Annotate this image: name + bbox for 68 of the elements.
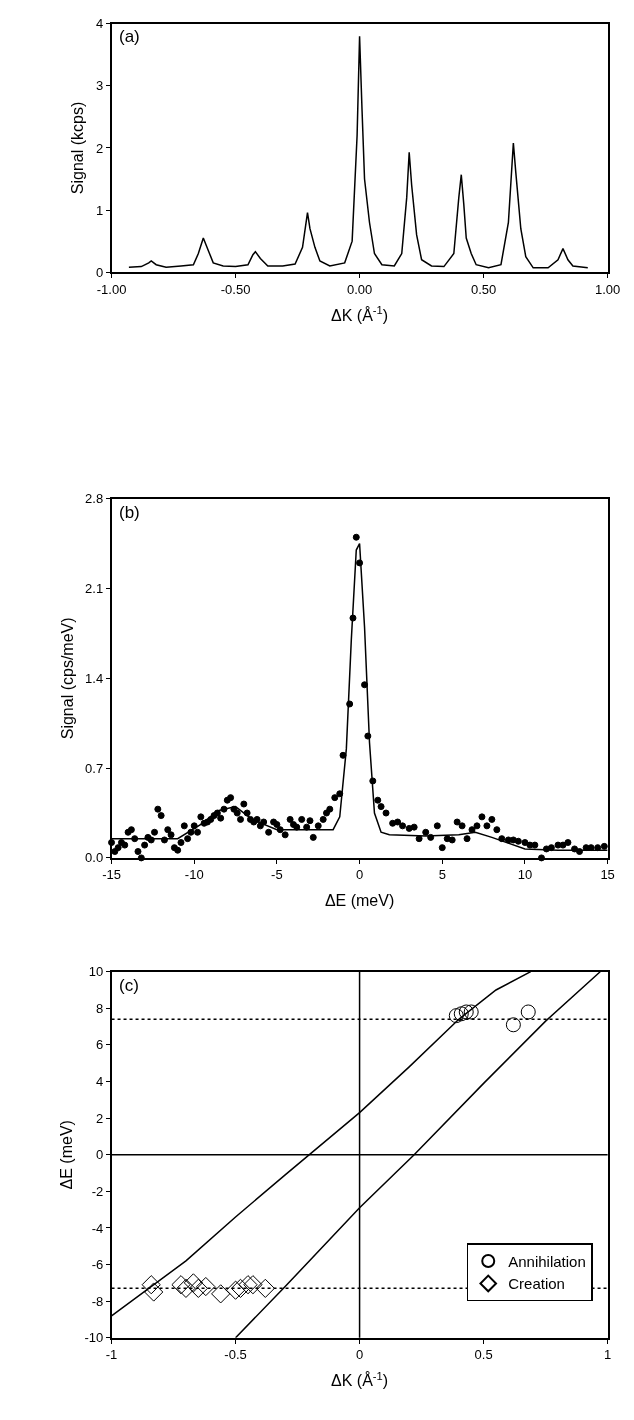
- y-tick-label: 0.7: [85, 760, 104, 776]
- y-tick-label: -6: [91, 1257, 104, 1273]
- x-tick-label: 0: [355, 867, 364, 883]
- y-axis-title: Signal (cps/meV): [58, 617, 76, 740]
- y-tick-label: 0: [95, 1147, 104, 1163]
- y-tick-label: 3: [95, 78, 104, 94]
- x-axis-title: ΔK (Å$^{-1}$): [331, 1369, 389, 1390]
- y-axis-title: ΔE (meV): [57, 1120, 75, 1190]
- annotation: (a): [119, 27, 140, 46]
- point: [255, 1278, 275, 1298]
- point: [196, 1276, 216, 1297]
- y-tick-label: 0.0: [85, 850, 104, 866]
- point: [448, 1008, 464, 1024]
- x-tick-label: 0.50: [470, 281, 497, 297]
- y-tick-label: 4: [95, 16, 104, 32]
- point: [211, 1284, 231, 1304]
- x-tick-label: 0.5: [474, 1347, 493, 1363]
- x-tick-label: 10: [517, 867, 533, 883]
- y-tick-label: -2: [91, 1183, 104, 1199]
- x-tick-label: -10: [184, 867, 204, 883]
- x-tick-label: -15: [102, 867, 121, 883]
- point: [453, 1006, 469, 1022]
- y-tick-label: 2: [95, 140, 104, 156]
- y-tick-label: 8: [95, 1000, 104, 1016]
- point: [183, 1273, 203, 1293]
- x-tick-label: 0.00: [346, 281, 373, 297]
- point: [225, 1280, 246, 1300]
- point: [243, 1275, 263, 1295]
- x-tick-label: -5: [271, 867, 283, 883]
- y-axis-title: Signal (kcps): [69, 101, 87, 195]
- y-tick-label: 2.1: [85, 581, 104, 597]
- point: [176, 1278, 196, 1298]
- y-tick-label: -4: [91, 1220, 104, 1236]
- point: [463, 1004, 479, 1020]
- x-tick-label: -1.00: [96, 281, 127, 297]
- y-tick-label: 1.4: [85, 670, 104, 686]
- x-tick-label: 1: [604, 1347, 612, 1363]
- y-tick-label: 10: [88, 964, 104, 980]
- x-tick-label: -0.5: [224, 1347, 247, 1363]
- point: [230, 1278, 251, 1298]
- point: [505, 1017, 521, 1033]
- x-tick-label: 1.00: [594, 281, 621, 297]
- y-tick-label: 1: [95, 202, 104, 218]
- point: [458, 1004, 474, 1020]
- x-axis-title: ΔK (Å$^{-1}$): [331, 304, 389, 324]
- point: [141, 1275, 161, 1295]
- x-tick-label: 0: [355, 1347, 364, 1363]
- y-tick-label: 2.8: [85, 491, 104, 507]
- point: [171, 1275, 191, 1295]
- y-tick-label: 2: [95, 1110, 104, 1126]
- y-tick-label: 4: [95, 1074, 104, 1090]
- point: [520, 1004, 536, 1020]
- y-tick-label: 6: [95, 1037, 104, 1053]
- x-tick-label: 15: [600, 867, 615, 883]
- y-tick-label: -10: [84, 1330, 104, 1346]
- legend-label: Creation: [508, 1275, 565, 1293]
- point: [238, 1275, 258, 1295]
- y-tick-label: 0: [95, 264, 104, 280]
- legend-label: Annihilation: [508, 1252, 586, 1270]
- x-tick-label: 5: [438, 867, 446, 883]
- point: [188, 1278, 208, 1298]
- y-tick-label: -8: [91, 1293, 104, 1309]
- x-tick-label: -1: [105, 1347, 118, 1363]
- annotation: (c): [119, 976, 139, 995]
- annotation: (b): [119, 503, 140, 522]
- x-tick-label: -0.50: [220, 281, 251, 297]
- point: [144, 1282, 164, 1302]
- x-axis-title: ΔE (meV): [324, 892, 395, 910]
